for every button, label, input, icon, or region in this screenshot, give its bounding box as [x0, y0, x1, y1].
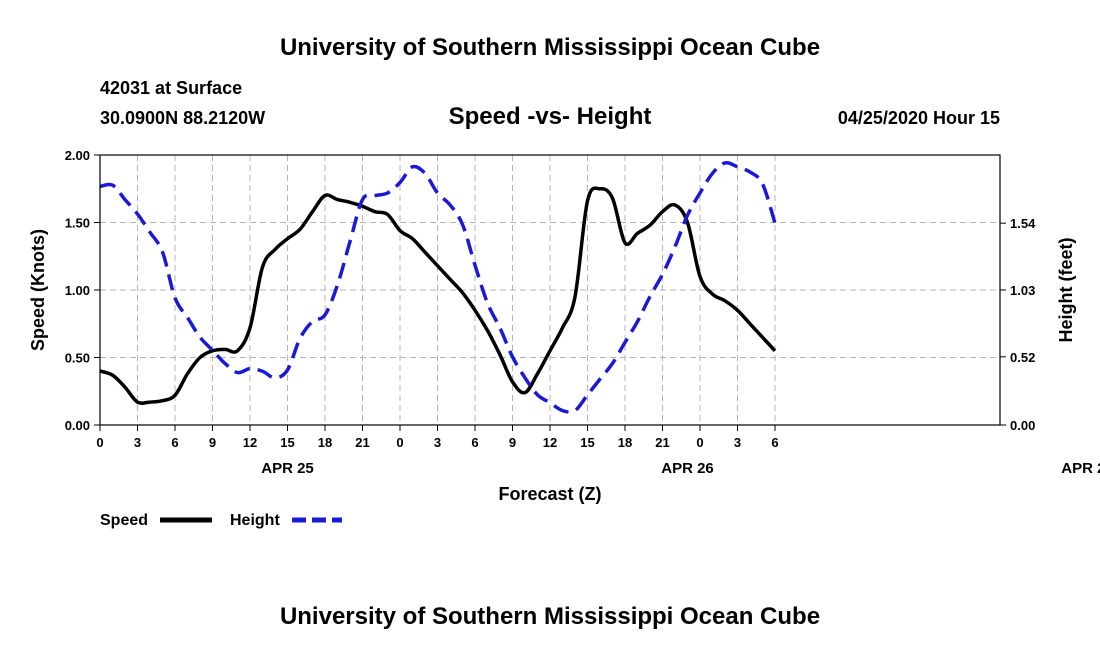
date-label: APR 27 [1061, 460, 1100, 477]
y-right-tick-label: 1.03 [1010, 283, 1035, 298]
legend-speed-label: Speed [100, 512, 148, 529]
y-left-tick-label: 1.50 [65, 216, 90, 231]
location-label: 30.0900N 88.2120W [100, 108, 265, 128]
x-tick-label: 18 [318, 435, 332, 450]
plot-title: Speed -vs- Height [449, 103, 652, 130]
legend-height-label: Height [230, 512, 280, 529]
x-tick-label: 6 [771, 435, 778, 450]
x-axis-label: Forecast (Z) [498, 484, 601, 504]
x-tick-label: 21 [655, 435, 669, 450]
y-right-tick-label: 0.00 [1010, 418, 1035, 433]
x-tick-label: 6 [171, 435, 178, 450]
series-group [99, 160, 777, 414]
y-right-tick-label: 1.54 [1010, 216, 1036, 231]
page-title: University of Southern Mississippi Ocean… [280, 34, 820, 61]
x-tick-label: 12 [543, 435, 557, 450]
x-tick-label: 3 [734, 435, 741, 450]
series-line-speed [99, 186, 777, 405]
x-tick-label: 0 [696, 435, 703, 450]
date-label: APR 26 [661, 460, 714, 477]
x-tick-label: 15 [580, 435, 594, 450]
y-axis-right: 0.00 0.52 1.03 1.54 [1000, 216, 1036, 433]
x-tick-label: 12 [243, 435, 257, 450]
x-tick-label: 0 [96, 435, 103, 450]
y-axis-left-label: Speed (Knots) [28, 229, 48, 351]
x-tick-label: 9 [509, 435, 516, 450]
y-left-tick-label: 1.00 [65, 283, 90, 298]
y-axis-left: 0.00 0.50 1.00 1.50 2.00 [65, 148, 100, 433]
y-axis-right-label: Height (feet) [1056, 238, 1076, 343]
x-tick-label: 0 [396, 435, 403, 450]
y-right-tick-label: 0.52 [1010, 350, 1035, 365]
footer-title: University of Southern Mississippi Ocean… [280, 603, 820, 630]
legend: Speed Height [100, 512, 342, 529]
x-tick-label: 3 [134, 435, 141, 450]
x-tick-label: 9 [209, 435, 216, 450]
x-tick-label: 15 [280, 435, 294, 450]
x-tick-label: 3 [434, 435, 441, 450]
x-axis: 0 3 6 9 12 15 18 21 0 3 6 9 12 15 18 21 0 3 6 APR 25 APR 26 A… [96, 425, 1100, 477]
grid [100, 155, 1000, 425]
x-tick-label: 21 [355, 435, 369, 450]
plot-frame [99, 154, 1001, 426]
x-tick-label: 6 [471, 435, 478, 450]
y-left-tick-label: 0.50 [65, 351, 90, 366]
datetime-label: 04/25/2020 Hour 15 [838, 108, 1000, 128]
date-label: APR 25 [261, 460, 314, 477]
y-left-tick-label: 0.00 [65, 418, 90, 433]
station-label: 42031 at Surface [100, 78, 242, 98]
x-tick-label: 18 [618, 435, 632, 450]
series-line-height [99, 160, 777, 414]
y-left-tick-label: 2.00 [65, 148, 90, 163]
